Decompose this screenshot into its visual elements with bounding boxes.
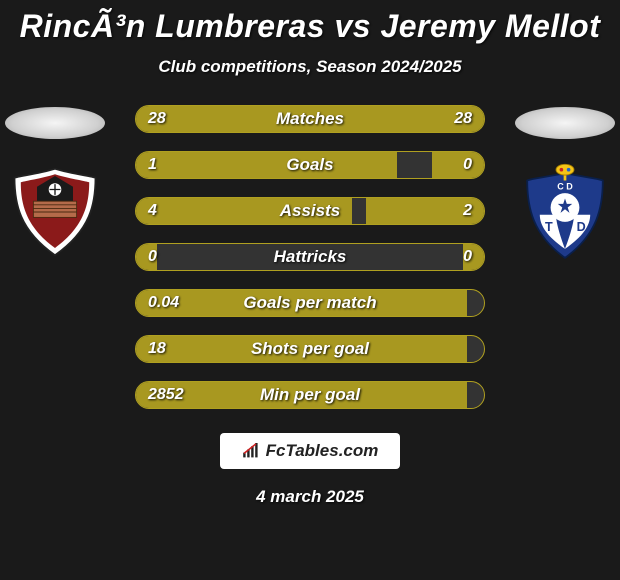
left-player-photo-placeholder bbox=[5, 107, 105, 139]
stat-value-right: 2 bbox=[463, 202, 472, 220]
shield-icon bbox=[10, 167, 100, 257]
shield-icon: C D T D bbox=[520, 158, 610, 266]
stat-row: 0Hattricks0 bbox=[135, 243, 485, 271]
stat-label: Hattricks bbox=[136, 247, 484, 267]
right-player-col: C D T D bbox=[510, 105, 620, 257]
stats-list: 28Matches281Goals04Assists20Hattricks00.… bbox=[135, 105, 485, 409]
svg-text:T: T bbox=[545, 220, 553, 234]
stat-label: Shots per goal bbox=[136, 339, 484, 359]
stat-row: 18Shots per goal bbox=[135, 335, 485, 363]
stat-label: Matches bbox=[136, 109, 484, 129]
stat-row: 1Goals0 bbox=[135, 151, 485, 179]
stat-value-right: 0 bbox=[463, 156, 472, 174]
right-player-photo-placeholder bbox=[515, 107, 615, 139]
stat-label: Goals per match bbox=[136, 293, 484, 313]
comparison-area: C D T D 28Matches281Goals04Assists20Hatt… bbox=[0, 105, 620, 409]
svg-text:C D: C D bbox=[557, 182, 573, 192]
branding-text: FcTables.com bbox=[266, 441, 379, 461]
stat-row: 4Assists2 bbox=[135, 197, 485, 225]
bar-chart-icon bbox=[242, 443, 262, 459]
stat-row: 2852Min per goal bbox=[135, 381, 485, 409]
subtitle: Club competitions, Season 2024/2025 bbox=[0, 57, 620, 77]
stat-label: Min per goal bbox=[136, 385, 484, 405]
stat-label: Assists bbox=[136, 201, 484, 221]
left-club-badge bbox=[10, 167, 100, 257]
branding-badge: FcTables.com bbox=[220, 433, 400, 469]
stat-value-right: 28 bbox=[454, 110, 472, 128]
date-text: 4 march 2025 bbox=[0, 487, 620, 507]
right-club-badge: C D T D bbox=[520, 167, 610, 257]
stat-value-right: 0 bbox=[463, 248, 472, 266]
stat-row: 28Matches28 bbox=[135, 105, 485, 133]
page-title: RincÃ³n Lumbreras vs Jeremy Mellot bbox=[0, 0, 620, 45]
stat-label: Goals bbox=[136, 155, 484, 175]
svg-text:D: D bbox=[577, 220, 586, 234]
stat-row: 0.04Goals per match bbox=[135, 289, 485, 317]
left-player-col bbox=[0, 105, 110, 257]
